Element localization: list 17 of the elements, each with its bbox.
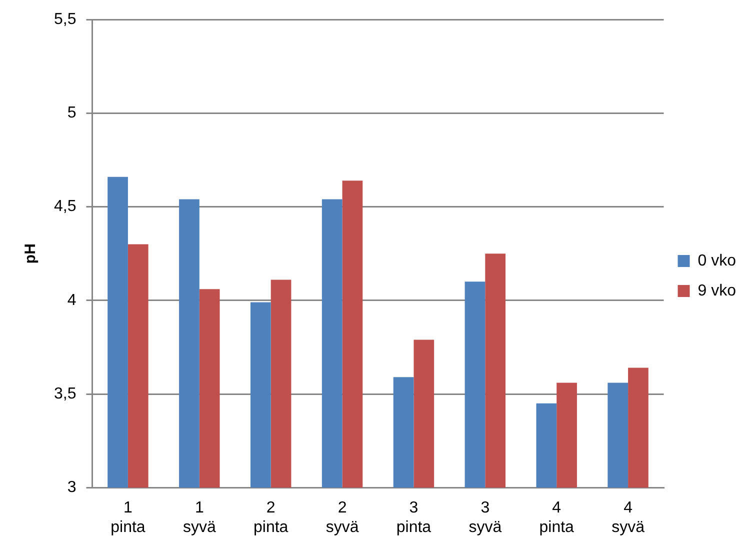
x-tick-label: 2 pinta bbox=[253, 500, 288, 536]
legend-label: 9 vko bbox=[698, 282, 736, 300]
y-tick-label: 4 bbox=[67, 292, 76, 309]
y-tick-label: 3,5 bbox=[54, 385, 76, 402]
y-tick-label: 4,5 bbox=[54, 198, 76, 216]
x-tick-label: 1 pinta bbox=[110, 500, 146, 536]
legend-label: 0 vko bbox=[698, 252, 736, 270]
x-tick-label: 2 syvä bbox=[326, 500, 359, 536]
y-tick-label: 5,5 bbox=[54, 11, 76, 28]
x-tick-label: 1 syvä bbox=[182, 500, 216, 536]
x-tick-label: 3 pinta bbox=[396, 500, 432, 536]
y-axis-title: pH bbox=[22, 244, 40, 264]
x-tick-label: 4 pinta bbox=[539, 500, 574, 536]
y-tick-label: 5 bbox=[67, 104, 76, 122]
y-tick-label: 3 bbox=[67, 479, 76, 496]
x-tick-label: 4 syvä bbox=[612, 500, 645, 536]
x-tick-label: 3 syvä bbox=[468, 500, 502, 536]
